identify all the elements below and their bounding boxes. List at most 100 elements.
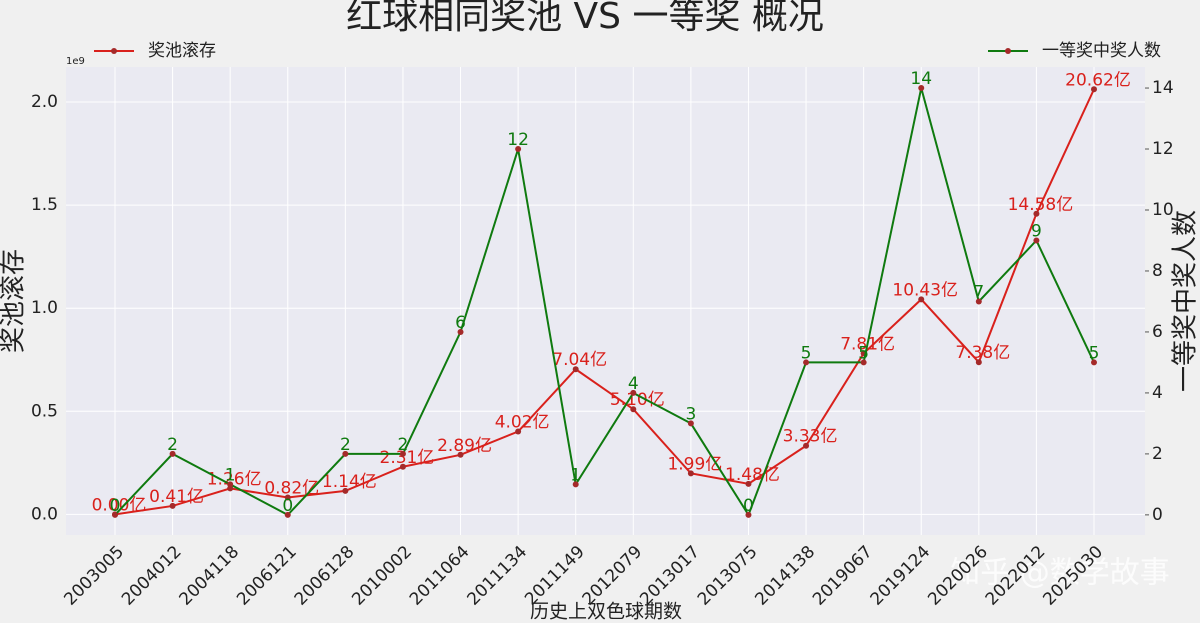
y2-tick-label: 6 (1152, 322, 1163, 342)
x-tick-label: 2006128 (291, 542, 359, 610)
marker (1091, 86, 1097, 93)
y-tick-label: 0.5 (31, 401, 58, 421)
marker (572, 366, 579, 373)
data-label: 10.43亿 (892, 280, 958, 300)
y-tick-label: 1.5 (31, 195, 58, 215)
legend-label: 奖池滚存 (148, 41, 216, 61)
y2-tick-label: 2 (1152, 444, 1163, 464)
marker (342, 450, 349, 457)
marker (457, 328, 464, 335)
grid (66, 67, 1145, 535)
data-label: 5 (1089, 343, 1100, 363)
marker (803, 359, 810, 366)
data-label: 4 (628, 374, 639, 394)
data-label: 14 (910, 69, 932, 89)
x-tick-label: 2011064 (406, 542, 474, 610)
series-line (114, 88, 1095, 516)
x-tick-label: 2011149 (521, 542, 589, 610)
marker (342, 487, 349, 494)
marker (227, 481, 234, 488)
marker (515, 428, 522, 435)
watermark: 知乎 @数学故事 (950, 556, 1170, 591)
marker (630, 389, 637, 396)
x-tick-label: 2010002 (348, 542, 416, 610)
data-label: 5 (858, 343, 869, 363)
marker (399, 463, 406, 470)
marker (918, 296, 925, 303)
marker (630, 406, 637, 413)
y-offset-label: 1e9 (66, 56, 85, 67)
x-tick-label: 2011134 (464, 542, 532, 610)
data-label: 0 (743, 496, 754, 516)
marker (572, 481, 579, 488)
marker (687, 470, 694, 477)
marker (745, 511, 752, 518)
data-label: 2 (398, 435, 409, 455)
x-tick-label: 2004118 (176, 542, 244, 610)
data-label: 4.02亿 (495, 413, 550, 433)
x-tick-label: 2013075 (694, 542, 762, 610)
x-tick-label: 2004012 (118, 542, 186, 610)
data-label: 0 (282, 496, 293, 516)
y2-tick-label: 10 (1152, 200, 1174, 220)
marker (1033, 237, 1040, 244)
data-label: 14.58亿 (1008, 195, 1074, 215)
y2-tick-label: 12 (1152, 139, 1174, 159)
data-label: 2.89亿 (437, 436, 492, 456)
x-tick-label: 2013017 (636, 542, 704, 610)
data-label: 0.00亿 (92, 495, 147, 515)
data-label: 2.31亿 (380, 448, 435, 468)
data-label: 3 (685, 404, 696, 424)
y2-tick-label: 14 (1152, 78, 1174, 98)
data-label: 1 (570, 465, 581, 485)
x-tick-label: 2006121 (233, 542, 301, 610)
marker (687, 420, 694, 427)
legend-label: 一等奖中奖人数 (1042, 41, 1161, 61)
y-tick-label: 1.0 (31, 298, 58, 318)
x-tick-label: 2019067 (809, 542, 877, 610)
chart-title: 红球相同奖池 VS 一等奖 概况 (346, 0, 824, 37)
data-label: 1.48亿 (725, 465, 780, 485)
y2-tick-label: 4 (1152, 383, 1163, 403)
data-label: 0 (110, 496, 121, 516)
marker (918, 85, 925, 92)
series-line (114, 87, 1095, 518)
legend-marker (1005, 48, 1011, 54)
x-tick-label: 2019124 (867, 542, 935, 610)
data-label: 2 (167, 435, 178, 455)
legend-marker (111, 48, 117, 54)
data-label: 9 (1031, 221, 1042, 241)
marker (399, 450, 406, 457)
marker (169, 502, 176, 509)
plot-area (66, 67, 1145, 535)
marker (169, 450, 176, 457)
marker (860, 359, 867, 366)
marker (284, 511, 291, 518)
data-label: 7.04亿 (552, 350, 607, 370)
marker (457, 451, 464, 458)
x-axis-label: 历史上双色球期数 (530, 601, 682, 623)
y2-tick-label: 8 (1152, 261, 1163, 281)
y-tick-label: 0.0 (31, 504, 58, 524)
marker (112, 511, 118, 518)
y2-tick-label: 0 (1152, 505, 1163, 525)
marker (745, 480, 752, 487)
data-label: 5 (801, 343, 812, 363)
data-label: 1.99亿 (667, 454, 722, 474)
data-label: 1 (225, 465, 236, 485)
data-label: 6 (455, 313, 466, 333)
marker (515, 146, 522, 153)
marker (803, 442, 810, 449)
data-label: 0.41亿 (149, 487, 204, 507)
y-axis-label: 奖池滚存 (0, 249, 29, 353)
marker (284, 494, 291, 501)
x-tick-label: 2014138 (751, 542, 819, 610)
data-label: 7.38亿 (955, 343, 1010, 363)
marker (1091, 359, 1097, 366)
x-tick-label: 2003005 (60, 542, 128, 610)
marker (1033, 210, 1040, 217)
data-label: 0.82亿 (264, 478, 319, 498)
y2-axis-label: 一等奖中奖人数 (1171, 210, 1200, 392)
data-label: 3.33亿 (783, 427, 838, 447)
